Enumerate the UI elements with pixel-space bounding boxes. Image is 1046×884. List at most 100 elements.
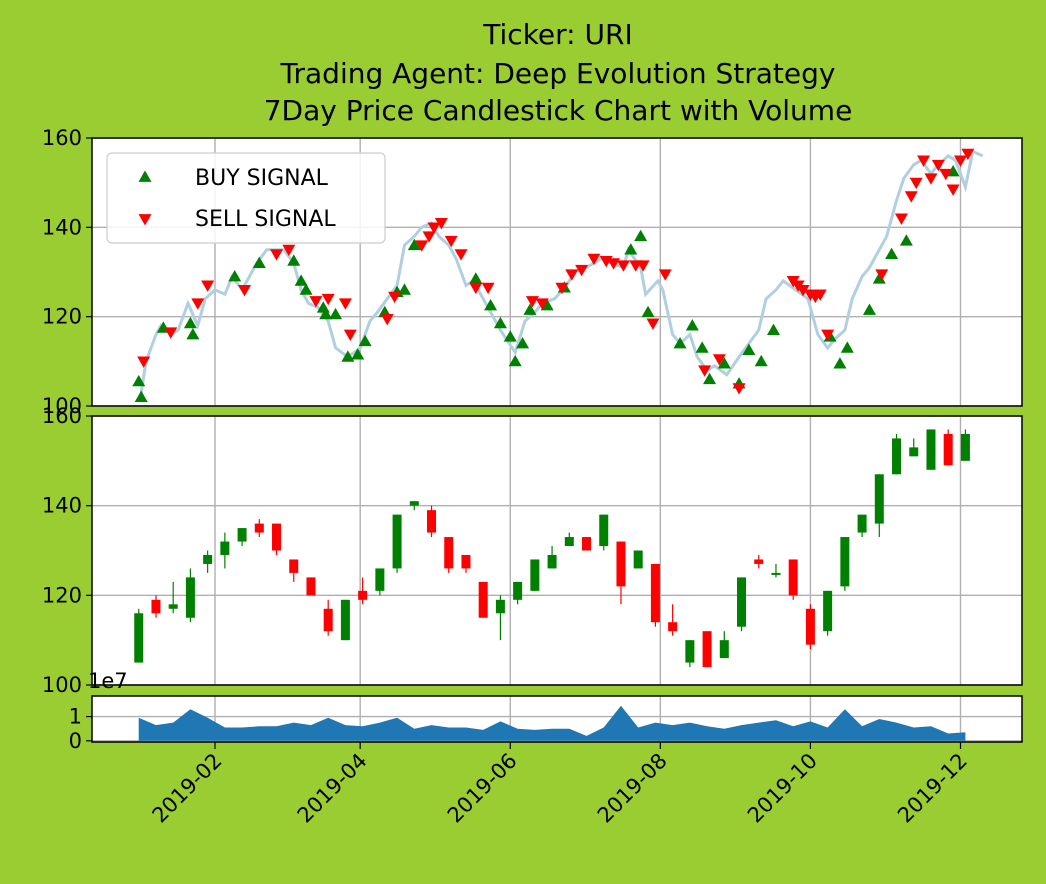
- volume-panel-ytick-label: 0: [69, 729, 82, 753]
- candle-body: [203, 554, 213, 564]
- candle-body: [495, 599, 505, 614]
- sell-signal-marker: [924, 173, 938, 185]
- sell-signal-marker: [796, 284, 810, 297]
- legend-box: [106, 152, 386, 244]
- candle-body: [599, 514, 609, 547]
- candle-panel-ytick-label: 100: [42, 673, 82, 697]
- candle-panel-ytick-label: 160: [42, 404, 82, 428]
- price-panel-ytick-label: 140: [42, 215, 82, 239]
- legend: BUY SIGNAL SELL SIGNAL: [106, 152, 386, 244]
- buy-signal-marker: [407, 238, 421, 251]
- sell-signal-marker: [616, 260, 630, 272]
- buy-signal-marker: [397, 283, 411, 295]
- candle-body: [737, 577, 747, 627]
- candle-body: [151, 599, 161, 614]
- sell-signal-marker: [953, 155, 967, 167]
- candle-body: [719, 640, 729, 659]
- sell-signal-marker: [821, 329, 835, 342]
- legend-sell-triangle: [138, 214, 152, 226]
- legend-sell-label: SELL SIGNAL: [195, 207, 336, 232]
- sell-signal-marker: [904, 191, 918, 203]
- candle-body: [168, 604, 178, 609]
- candle-body: [513, 581, 523, 600]
- buy-signal-marker: [840, 341, 854, 353]
- candle-body: [340, 599, 350, 641]
- candle-body: [358, 590, 368, 600]
- legend-buy-triangle: [138, 170, 152, 182]
- x-tick-label: 2019-10: [743, 749, 822, 828]
- sell-signal-marker: [388, 291, 402, 304]
- candle-body: [392, 514, 402, 569]
- sell-signal-marker: [191, 298, 205, 310]
- candle-body: [564, 537, 574, 547]
- sell-signal-marker: [894, 213, 908, 225]
- candle-body: [444, 537, 454, 569]
- candle-body: [427, 510, 437, 533]
- sell-signal-marker: [454, 249, 468, 261]
- buy-signal-marker: [484, 299, 498, 311]
- x-tick-label: 2019-08: [593, 749, 672, 828]
- candle-body: [650, 563, 660, 623]
- volume-panel-frame: [91, 695, 1023, 743]
- x-tick-label: 2019-12: [893, 749, 972, 828]
- sell-signal-marker: [270, 249, 284, 261]
- candle-panel-ytick-label: 140: [42, 494, 82, 518]
- sell-signal-marker: [931, 159, 945, 172]
- sell-signal-marker: [732, 383, 746, 395]
- sell-signal-marker: [201, 280, 215, 292]
- chart-title-line-3: 7Day Price Candlestick Chart with Volume: [264, 94, 853, 127]
- buy-signal-marker: [742, 343, 756, 356]
- price-panel-ytick-label: 160: [42, 126, 82, 150]
- buy-signal-marker: [132, 374, 146, 387]
- buy-signal-marker: [516, 336, 530, 349]
- buy-signal-marker: [872, 272, 886, 284]
- buy-signal-marker: [228, 269, 242, 282]
- candle-body: [926, 429, 936, 470]
- buy-signal-marker: [885, 247, 899, 260]
- candle-body: [547, 554, 557, 569]
- candle-body: [272, 523, 282, 551]
- candle-body: [220, 541, 230, 555]
- candle-body: [874, 474, 884, 524]
- sell-signal-marker: [917, 155, 931, 167]
- buy-signal-marker: [523, 303, 537, 315]
- sell-signal-marker: [338, 298, 352, 310]
- sell-signal-marker: [380, 314, 394, 326]
- candle-panel-ytick-label: 120: [42, 583, 82, 607]
- x-tick-label: 2019-02: [148, 749, 227, 828]
- buy-signal-marker: [287, 254, 301, 266]
- candle-body: [185, 577, 195, 618]
- sell-signal-marker: [434, 217, 448, 230]
- candle-body: [668, 622, 678, 632]
- candle-body: [461, 554, 471, 569]
- legend-buy-marker: [138, 170, 152, 182]
- sell-signal-marker: [444, 235, 458, 248]
- sell-signal-marker: [535, 298, 549, 310]
- buy-signal-marker: [673, 336, 687, 349]
- buy-signal-marker: [899, 234, 913, 246]
- buy-signal-marker: [358, 334, 372, 347]
- sell-signal-marker: [427, 222, 441, 234]
- buy-signal-marker: [503, 330, 517, 342]
- candle-body: [702, 631, 712, 668]
- buy-signal-marker: [329, 307, 343, 320]
- candle-body: [909, 447, 919, 457]
- candle-body: [857, 514, 867, 533]
- sell-signal-marker: [555, 282, 569, 295]
- buy-signal-marker: [862, 303, 876, 315]
- candle-body: [840, 537, 850, 587]
- candle-body: [306, 577, 316, 596]
- sell-signal-marker: [636, 260, 650, 272]
- candle-body: [685, 640, 695, 663]
- sell-signal-marker: [525, 296, 539, 308]
- candle-body: [771, 572, 781, 575]
- legend-sell-marker: [138, 214, 152, 226]
- candle-body: [323, 608, 333, 632]
- buy-signal-marker: [252, 256, 266, 268]
- x-tick-label: 2019-06: [443, 749, 522, 828]
- buy-signal-marker: [299, 283, 313, 295]
- sell-signal-marker: [238, 284, 252, 297]
- sell-signal-marker: [607, 258, 621, 270]
- sell-signal-marker: [343, 329, 357, 342]
